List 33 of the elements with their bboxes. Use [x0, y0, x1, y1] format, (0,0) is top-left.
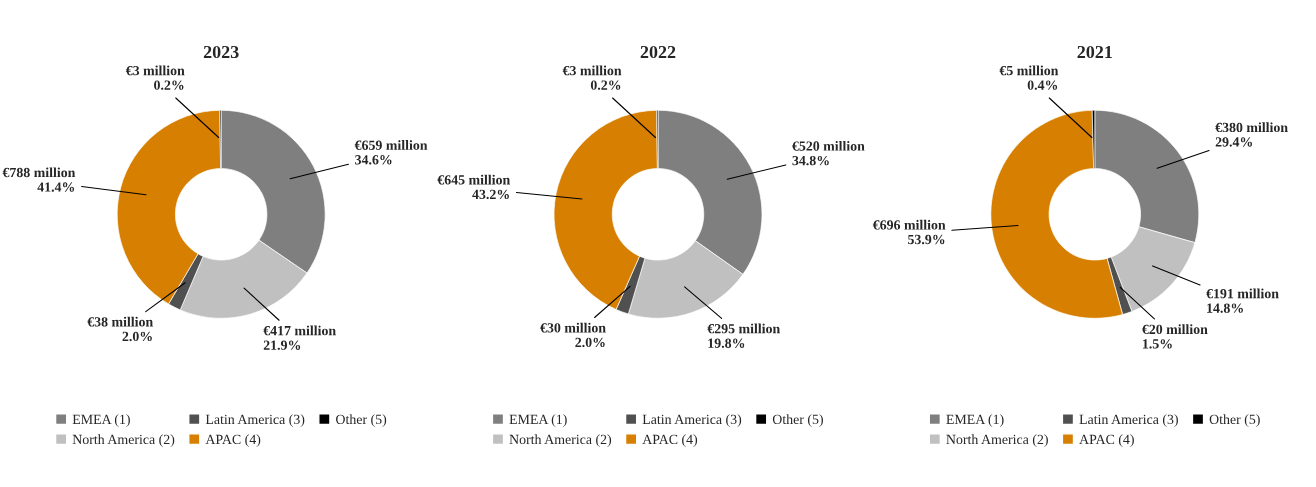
chart-title: 2023	[203, 45, 239, 59]
legend-label: North America (2)	[946, 434, 1048, 447]
data-label: €295 million 19.8%	[707, 323, 781, 348]
data-label: €5 million 0.4%	[999, 65, 1059, 90]
legend-label: Latin America (3)	[1079, 414, 1178, 427]
legend-label: EMEA (1)	[946, 414, 1004, 427]
legend-label: APAC (4)	[205, 434, 261, 447]
legend-label: Other (5)	[336, 414, 387, 427]
data-label: €380 million 29.4%	[1215, 122, 1288, 147]
chart-title: 2021	[1077, 45, 1112, 59]
chart-title: 2022	[640, 45, 676, 59]
legend-label: EMEA (1)	[509, 414, 567, 427]
legend-label: Latin America (3)	[642, 414, 742, 427]
data-label: €645 million 43.2%	[437, 174, 511, 200]
data-label: €3 million 0.2%	[562, 65, 622, 90]
data-label: €30 million 2.0%	[540, 322, 606, 348]
legend-label: North America (2)	[509, 434, 612, 447]
data-label: €788 million 41.4%	[2, 167, 76, 192]
data-label: €20 million 1.5%	[1142, 324, 1208, 349]
data-label: €520 million 34.8%	[792, 140, 865, 166]
legend-label: Other (5)	[1209, 414, 1260, 427]
legend-label: APAC (4)	[1079, 434, 1134, 447]
legend-label: Other (5)	[772, 414, 823, 427]
data-label: €3 million 0.2%	[125, 65, 185, 90]
legend-label: EMEA (1)	[72, 414, 130, 427]
data-label: €417 million 21.9%	[263, 325, 336, 350]
legend-label: North America (2)	[72, 434, 175, 447]
data-label: €38 million 2.0%	[87, 316, 153, 342]
legend-label: APAC (4)	[642, 434, 698, 447]
legend-label: Latin America (3)	[205, 414, 305, 427]
data-label: €191 million 14.8%	[1206, 288, 1279, 313]
data-label: €696 million 53.9%	[872, 219, 946, 245]
data-label: €659 million 34.6%	[354, 140, 428, 165]
